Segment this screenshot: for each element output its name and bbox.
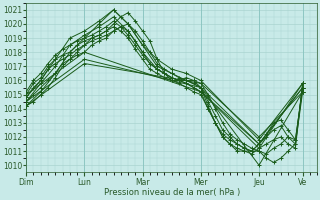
- X-axis label: Pression niveau de la mer( hPa ): Pression niveau de la mer( hPa ): [104, 188, 240, 197]
